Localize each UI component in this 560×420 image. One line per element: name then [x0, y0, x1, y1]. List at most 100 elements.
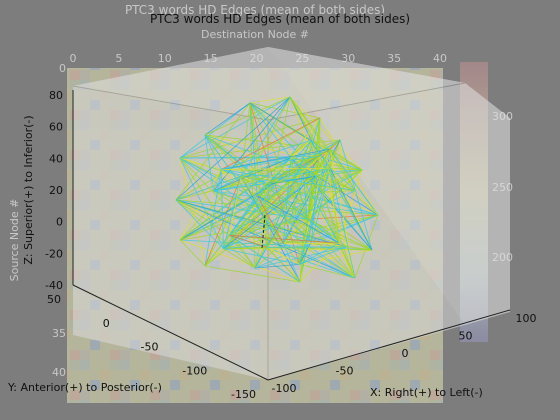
network-edge	[229, 171, 318, 236]
y-tick-label: -150	[231, 388, 256, 401]
network-edge	[299, 264, 356, 279]
chart-title: PTC3 words HD Edges (mean of both sides)	[150, 12, 410, 26]
network-edge	[229, 176, 242, 236]
network-edge	[299, 240, 313, 265]
network-edge	[329, 168, 340, 244]
network-edge	[229, 195, 258, 236]
network-edge	[289, 96, 363, 171]
network-edge	[329, 148, 379, 216]
network-edge	[213, 175, 316, 192]
network-edge	[204, 134, 347, 248]
ghost-x-tick-label: 40	[433, 52, 447, 65]
network-edge	[318, 156, 356, 279]
network-edge	[289, 96, 356, 191]
network-edge	[213, 96, 291, 192]
network-edge	[266, 148, 331, 248]
network-edge	[204, 167, 331, 267]
network-edge	[175, 199, 308, 220]
network-edge	[290, 157, 340, 244]
network-edge	[220, 169, 356, 279]
network-edge	[229, 234, 339, 244]
network-edge	[179, 169, 222, 241]
z-axis-label: Z: Superior(+) to Inferior(-)	[22, 115, 35, 264]
network-edge	[329, 149, 356, 279]
network-edge	[223, 243, 284, 249]
network-edge	[179, 239, 206, 267]
network-edge	[354, 214, 379, 279]
network-edge	[256, 195, 284, 244]
network-edge	[283, 176, 317, 244]
network-edge	[315, 175, 356, 191]
network-edge	[204, 134, 363, 171]
network-edge	[175, 96, 291, 201]
network-edge	[179, 148, 331, 241]
y-axis-ticks: -150 -100 -50 0 50	[47, 293, 256, 401]
network-edge	[204, 134, 214, 191]
network-edge	[249, 102, 311, 141]
center-marker	[261, 214, 266, 249]
z-tick-label: 80	[49, 89, 63, 102]
network-edge	[179, 171, 318, 241]
ghost-x-tick-label: 0	[70, 52, 77, 65]
network-edge	[264, 148, 331, 186]
ghost-y-tick-label: 35	[52, 327, 66, 340]
network-edge	[256, 195, 340, 244]
network-edge	[175, 102, 251, 201]
network-edge	[263, 184, 347, 248]
network-edge	[229, 234, 301, 283]
x-tick-label: -100	[272, 382, 297, 395]
network-edge	[223, 248, 256, 269]
z-tick-label: 60	[49, 121, 63, 134]
network-edge	[204, 96, 291, 136]
network-edge	[306, 156, 320, 220]
network-edge	[213, 190, 373, 251]
network-edge	[221, 148, 331, 170]
network-edge	[223, 176, 242, 249]
network-edge	[329, 167, 356, 191]
z-tick-label: 20	[49, 184, 63, 197]
y-tick-label: 50	[47, 293, 61, 306]
network-edge	[223, 167, 304, 249]
network-edge	[263, 139, 341, 186]
network-edge	[223, 235, 230, 249]
network-edge	[254, 264, 300, 269]
network-edge	[329, 168, 356, 279]
network-edge	[220, 117, 321, 170]
network-edge	[257, 171, 318, 196]
ghost-y-tick-label: 0	[59, 62, 66, 75]
z-tick-label: 40	[49, 152, 63, 165]
network-edge	[213, 190, 308, 220]
network-edge	[355, 190, 373, 251]
network-edge	[249, 96, 291, 104]
network-edge	[179, 157, 222, 170]
network-edge	[223, 248, 300, 265]
network-edge	[249, 102, 318, 173]
network-edge	[306, 218, 373, 251]
network-edge	[257, 190, 356, 196]
network-edge	[330, 148, 363, 171]
network-edge	[330, 167, 363, 171]
z-axis-ticks: -40 -20 0 20 40 60 80	[45, 89, 63, 292]
network-edge	[264, 184, 379, 216]
y-tick-label: -100	[182, 364, 207, 377]
network-edge	[316, 172, 340, 244]
network-edge	[299, 246, 347, 265]
network-edge	[319, 117, 379, 216]
network-edge	[175, 199, 312, 242]
network-edge	[299, 242, 340, 283]
network-edge	[241, 176, 356, 191]
ghost-x-tick-label: 35	[387, 52, 401, 65]
network-edge	[175, 199, 224, 249]
ghost-y-ticks: 0 35 40	[52, 62, 66, 379]
network-edge	[311, 172, 318, 241]
y-axis-label: Y: Anterior(+) to Posterior(-)	[7, 381, 162, 394]
network-edge	[315, 117, 321, 177]
network-edge	[204, 134, 356, 279]
network-edge	[256, 156, 320, 196]
x-tick-label: 0	[402, 347, 409, 360]
network-edge	[240, 176, 312, 242]
z-tick-label: -40	[45, 279, 63, 292]
network-edge	[283, 243, 356, 279]
network-edge	[175, 117, 321, 201]
